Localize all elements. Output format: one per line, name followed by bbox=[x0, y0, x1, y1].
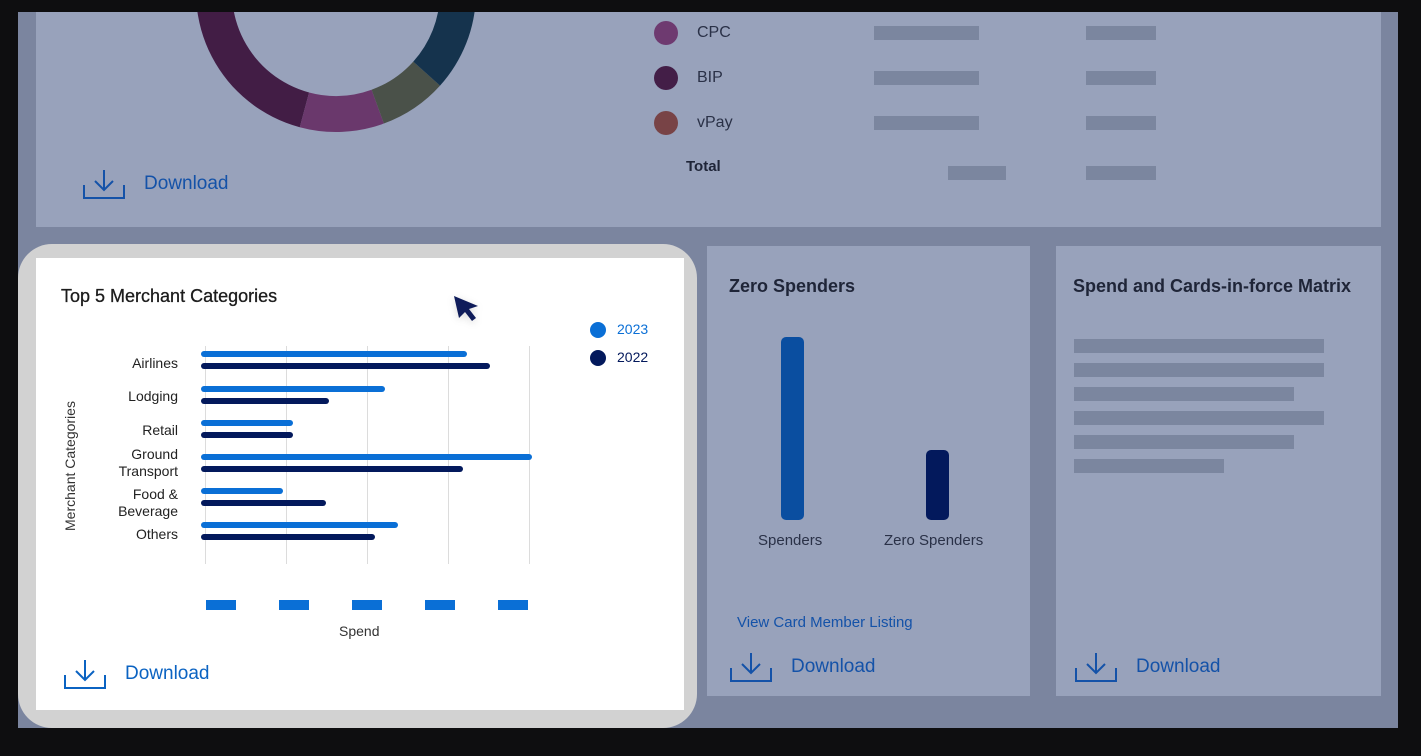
skeleton-value bbox=[1086, 166, 1156, 180]
legend-label: 2023 bbox=[617, 321, 649, 337]
bar-2023[interactable] bbox=[201, 351, 467, 357]
skeleton-line bbox=[1074, 339, 1324, 353]
bar-label: Spenders bbox=[758, 532, 823, 549]
category-label: Others bbox=[135, 526, 178, 542]
category-label: Retail bbox=[142, 422, 178, 438]
zero-spenders-card: Zero Spenders Spenders Zero Spenders Vie… bbox=[707, 246, 1030, 696]
download-icon bbox=[1075, 653, 1117, 682]
bar-2022[interactable] bbox=[201, 500, 326, 506]
x-axis-ticks bbox=[206, 600, 536, 612]
download-icon bbox=[64, 660, 106, 689]
download-label: Download bbox=[791, 656, 876, 677]
skeleton-line bbox=[1074, 387, 1294, 401]
spenders-bar bbox=[781, 337, 804, 520]
bar-2022[interactable] bbox=[201, 398, 329, 404]
skeleton-value bbox=[874, 26, 979, 40]
download-label: Download bbox=[1136, 656, 1221, 677]
donut-segment bbox=[197, 12, 310, 128]
card-title: Spend and Cards-in-force Matrix bbox=[1073, 276, 1352, 296]
download-label: Download bbox=[125, 663, 210, 684]
dashboard-frame: CPC BIP vPay Total bbox=[18, 12, 1398, 728]
bar-2023[interactable] bbox=[201, 420, 293, 426]
x-axis-label: Spend bbox=[339, 623, 380, 639]
category-label: Lodging bbox=[128, 388, 178, 404]
bar-label: Zero Spenders bbox=[884, 532, 984, 549]
skeleton-value bbox=[1086, 26, 1156, 40]
category-label: Airlines bbox=[132, 355, 178, 371]
legend-row-cpc: CPC bbox=[654, 21, 1214, 45]
donut-segment bbox=[371, 61, 441, 124]
legend-label: 2022 bbox=[617, 349, 649, 365]
highlight-ring: Top 5 Merchant Categories 2023 2022 Merc… bbox=[18, 244, 697, 728]
skeleton-value bbox=[1086, 116, 1156, 130]
skeleton-value bbox=[874, 71, 979, 85]
x-tick-placeholder bbox=[279, 600, 309, 610]
download-button[interactable]: Download bbox=[1074, 651, 1221, 683]
bar-2022[interactable] bbox=[201, 363, 490, 369]
download-button[interactable]: Download bbox=[729, 651, 876, 683]
legend-row-vpay: vPay bbox=[654, 111, 1214, 135]
legend-dot-2022 bbox=[590, 350, 606, 366]
legend-label: BIP bbox=[697, 69, 723, 86]
bar-2023[interactable] bbox=[201, 522, 398, 528]
total-label: Total bbox=[686, 158, 721, 175]
donut-chart bbox=[197, 12, 475, 132]
category-label: Ground Transport bbox=[118, 446, 178, 479]
spend-matrix-card: Spend and Cards-in-force Matrix Download bbox=[1056, 246, 1381, 696]
skeleton-line bbox=[1074, 411, 1324, 425]
bar-2022[interactable] bbox=[201, 432, 293, 438]
skeleton-value bbox=[874, 116, 979, 130]
download-label: Download bbox=[144, 173, 229, 194]
donut-segment bbox=[413, 12, 475, 86]
bar-2022[interactable] bbox=[201, 466, 464, 472]
bar-chart-plot bbox=[201, 346, 533, 564]
x-tick-placeholder bbox=[352, 600, 382, 610]
legend-row-bip: BIP bbox=[654, 66, 1214, 90]
merchant-categories-card: Top 5 Merchant Categories 2023 2022 Merc… bbox=[36, 258, 684, 710]
category-label: Food & Beverage bbox=[118, 486, 178, 519]
legend-dot-2023 bbox=[590, 322, 606, 338]
x-tick-placeholder bbox=[206, 600, 236, 610]
bar-2023[interactable] bbox=[201, 454, 533, 460]
skeleton-value bbox=[1086, 71, 1156, 85]
card-title: Zero Spenders bbox=[729, 276, 856, 296]
skeleton-line bbox=[1074, 435, 1294, 449]
legend-label: CPC bbox=[697, 24, 731, 41]
skeleton-value bbox=[948, 166, 1006, 180]
zero-spenders-bar bbox=[926, 450, 949, 520]
bar-2023[interactable] bbox=[201, 386, 385, 392]
donut-segment bbox=[299, 89, 384, 132]
cpc-color-dot bbox=[654, 21, 678, 45]
payment-product-card: CPC BIP vPay Total bbox=[36, 12, 1381, 227]
x-tick-placeholder bbox=[425, 600, 455, 610]
skeleton-line bbox=[1074, 363, 1324, 377]
download-icon bbox=[730, 653, 772, 682]
bar-2022[interactable] bbox=[201, 534, 375, 540]
bip-color-dot bbox=[654, 66, 678, 90]
download-button[interactable]: Download bbox=[82, 168, 229, 200]
download-button[interactable]: Download bbox=[63, 658, 210, 690]
x-tick-placeholder bbox=[498, 600, 528, 610]
bar-2023[interactable] bbox=[201, 488, 283, 494]
y-axis-label: Merchant Categories bbox=[62, 401, 78, 531]
card-title: Top 5 Merchant Categories bbox=[61, 286, 278, 306]
download-icon bbox=[83, 170, 125, 199]
skeleton-line bbox=[1074, 459, 1224, 473]
vpay-color-dot bbox=[654, 111, 678, 135]
legend-row-total: Total bbox=[654, 158, 1214, 182]
mouse-pointer-icon bbox=[454, 296, 478, 321]
legend-label: vPay bbox=[697, 114, 733, 131]
view-card-member-listing-link[interactable]: View Card Member Listing bbox=[737, 614, 913, 631]
